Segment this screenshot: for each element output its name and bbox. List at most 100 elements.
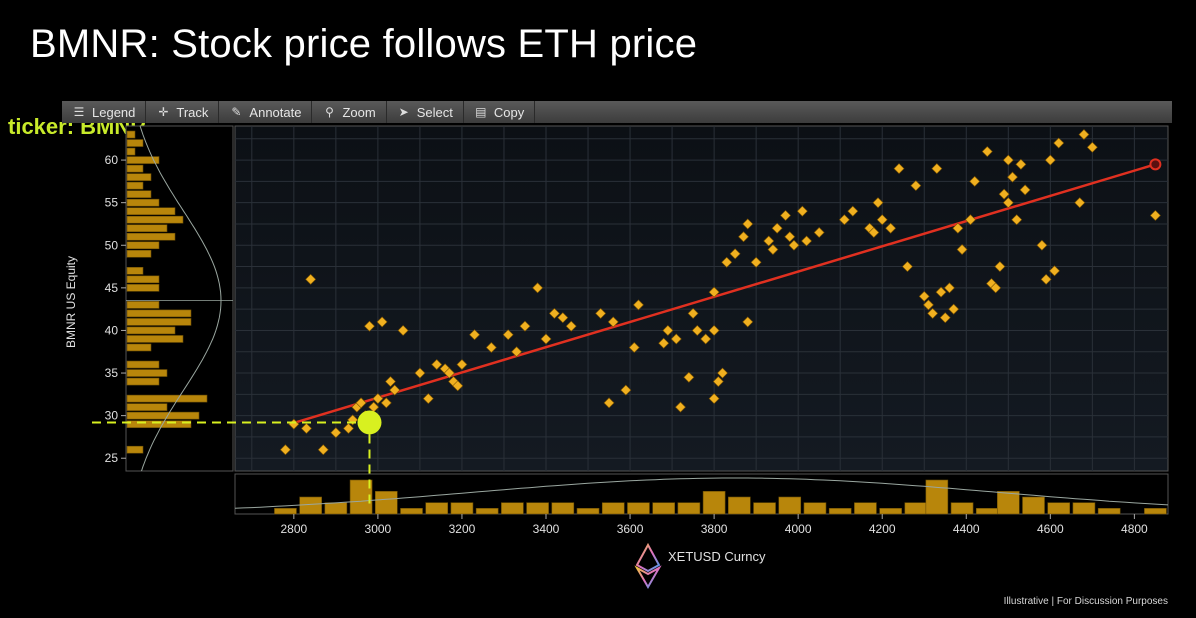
scatter-point (658, 337, 670, 349)
x-histogram-bar (925, 479, 949, 515)
crosshair-icon: ✛ (158, 105, 169, 119)
highlight-point (357, 410, 382, 435)
scatter-point (389, 384, 401, 396)
scatter-point (750, 256, 762, 268)
x-histogram-bar (702, 491, 726, 515)
x-histogram-bar (828, 508, 852, 515)
x-distribution-curve (234, 477, 1169, 509)
scatter-point (931, 163, 943, 175)
y-histogram-bar (126, 267, 144, 275)
y-histogram-bar (126, 215, 184, 224)
scatter-point (683, 371, 695, 383)
x-histogram-bar (728, 496, 751, 515)
y-tick-label: 40 (105, 323, 119, 337)
magnifier-icon: ⚲ (325, 105, 334, 119)
scatter-point (742, 316, 754, 328)
scatter-point (372, 393, 384, 405)
scatter-point (784, 231, 796, 243)
scatter-point (885, 222, 897, 234)
scatter-point (305, 273, 317, 285)
x-tick-label: 4800 (1121, 522, 1148, 536)
scatter-point (1015, 158, 1027, 170)
scatter-point (712, 376, 724, 387)
scatter-point (343, 422, 354, 434)
annotate-button[interactable]: ✎ Annotate (219, 101, 313, 123)
x-histogram-bar (601, 502, 625, 515)
annotate-label: Annotate (249, 104, 302, 120)
x-histogram-bar (753, 502, 776, 515)
scatter-point (767, 244, 779, 255)
scatter-point (927, 307, 939, 319)
scatter-point (948, 303, 960, 315)
scatter-point (813, 227, 825, 238)
scatter-point (838, 214, 850, 226)
x-tick-label: 3200 (449, 522, 476, 536)
x-histogram-bar (274, 508, 297, 515)
y-histogram-bar (126, 445, 144, 454)
x-axis-label: XETUSD Curncy (668, 549, 766, 564)
x-histogram-bar (627, 502, 650, 515)
x-histogram-bar (576, 508, 600, 515)
scatter-point (1036, 239, 1048, 251)
y-histogram-bar (126, 156, 160, 164)
scatter-point (443, 367, 455, 379)
track-button[interactable]: ✛ Track (146, 101, 220, 123)
x-tick-label: 3800 (701, 522, 728, 536)
y-tick-label: 35 (105, 366, 119, 380)
scatter-point (717, 367, 728, 379)
scatter-point (721, 256, 733, 268)
y-histogram-bar (126, 207, 176, 215)
y-histogram-bar (126, 232, 176, 241)
zoom-button[interactable]: ⚲ Zoom (312, 101, 387, 123)
scatter-point (414, 367, 426, 379)
y-histogram-bar (126, 377, 160, 386)
scatter-point (1040, 273, 1052, 285)
scatter-point (708, 286, 720, 298)
y-histogram-bar (126, 335, 184, 343)
scatter-point (595, 307, 607, 319)
scatter-point (662, 325, 674, 336)
x-histogram-bar (652, 502, 675, 515)
x-histogram-bar (1047, 502, 1071, 515)
select-label: Select (416, 104, 453, 120)
scatter-point (1011, 214, 1023, 226)
x-tick-label: 3600 (617, 522, 644, 536)
y-histogram-bar (126, 420, 192, 428)
scatter-point (910, 180, 922, 192)
x-histogram-bar (526, 502, 549, 515)
scatter-point (780, 210, 791, 221)
y-tick-label: 60 (105, 153, 119, 167)
copy-button[interactable]: ▤ Copy (464, 101, 536, 123)
scatter-point (431, 359, 443, 370)
y-histogram-bar (126, 343, 152, 352)
scatter-point (1053, 137, 1065, 149)
x-histogram-bar (551, 502, 575, 515)
pencil-icon: ✎ (231, 105, 242, 119)
x-histogram-bar (374, 491, 398, 515)
scatter-point (965, 214, 976, 226)
scatter-point (969, 175, 981, 187)
scatter-point (1019, 184, 1031, 196)
scatter-point (742, 218, 754, 230)
x-histogram-bar (854, 502, 877, 515)
select-button[interactable]: ➤ Select (387, 101, 464, 123)
legend-label: Legend (92, 104, 136, 120)
y-histogram-bar (126, 249, 152, 258)
scatter-point (729, 248, 741, 260)
scatter-point (540, 333, 552, 345)
x-histogram-bar (425, 502, 449, 515)
y-histogram-bar (126, 309, 192, 318)
scatter-point (700, 333, 712, 345)
y-tick-label: 30 (105, 409, 119, 423)
scatter-point (670, 333, 682, 345)
scatter-point (952, 222, 964, 234)
scatter-point (628, 342, 640, 353)
scatter-point (708, 393, 720, 405)
x-tick-label: 3000 (365, 522, 392, 536)
scatter-point (397, 325, 409, 336)
y-histogram-bar (126, 164, 144, 173)
y-histogram-bar (126, 139, 144, 147)
x-histogram-bar (950, 502, 974, 515)
legend-button[interactable]: ☰ Legend (62, 101, 147, 123)
y-tick-label: 55 (105, 196, 119, 210)
